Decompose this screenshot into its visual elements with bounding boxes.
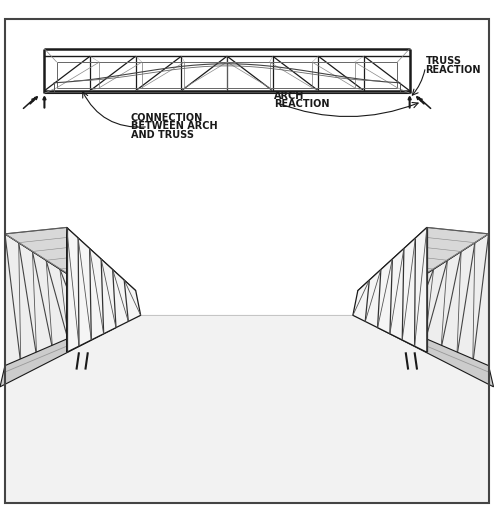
Polygon shape [358,228,489,295]
Text: ARCH: ARCH [274,91,304,101]
Polygon shape [377,234,489,372]
Polygon shape [5,315,489,503]
Text: REACTION: REACTION [274,99,329,109]
Text: CONNECTION: CONNECTION [131,113,203,123]
Text: REACTION: REACTION [426,65,481,75]
Polygon shape [5,228,136,295]
Polygon shape [0,317,119,387]
Text: BETWEEN ARCH: BETWEEN ARCH [131,121,217,132]
Polygon shape [353,228,427,352]
Polygon shape [66,228,141,352]
Text: AND TRUSS: AND TRUSS [131,129,194,140]
Polygon shape [5,234,116,372]
Polygon shape [375,317,494,387]
Text: TRUSS: TRUSS [426,56,461,66]
